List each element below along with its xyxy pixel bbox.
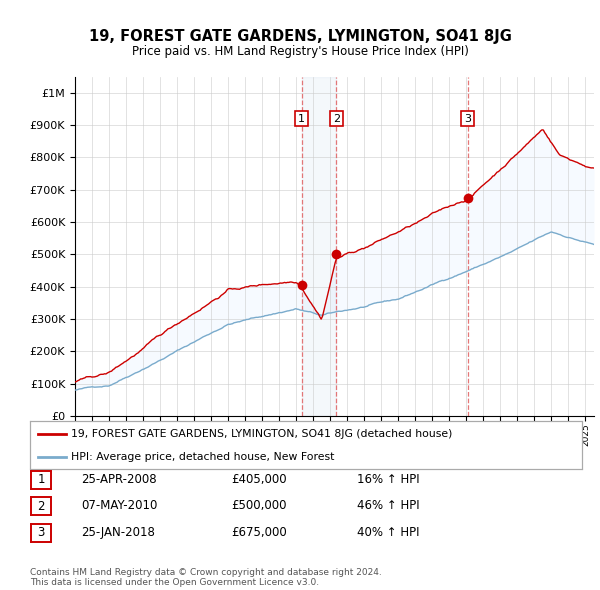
Text: 07-MAY-2010: 07-MAY-2010 bbox=[81, 499, 157, 512]
Text: 19, FOREST GATE GARDENS, LYMINGTON, SO41 8JG (detached house): 19, FOREST GATE GARDENS, LYMINGTON, SO41… bbox=[71, 429, 453, 439]
Text: HPI: Average price, detached house, New Forest: HPI: Average price, detached house, New … bbox=[71, 452, 335, 462]
Text: 16% ↑ HPI: 16% ↑ HPI bbox=[357, 473, 419, 486]
Text: Price paid vs. HM Land Registry's House Price Index (HPI): Price paid vs. HM Land Registry's House … bbox=[131, 45, 469, 58]
Text: 46% ↑ HPI: 46% ↑ HPI bbox=[357, 499, 419, 512]
Text: 3: 3 bbox=[37, 526, 45, 539]
Text: 19, FOREST GATE GARDENS, LYMINGTON, SO41 8JG: 19, FOREST GATE GARDENS, LYMINGTON, SO41… bbox=[89, 29, 511, 44]
Text: 2: 2 bbox=[332, 114, 340, 124]
Text: 40% ↑ HPI: 40% ↑ HPI bbox=[357, 526, 419, 539]
Text: 1: 1 bbox=[37, 473, 45, 486]
Text: 25-JAN-2018: 25-JAN-2018 bbox=[81, 526, 155, 539]
Text: 1: 1 bbox=[298, 114, 305, 124]
Text: £405,000: £405,000 bbox=[231, 473, 287, 486]
Bar bbox=[302, 77, 336, 416]
Text: £500,000: £500,000 bbox=[231, 499, 287, 512]
Text: This data is licensed under the Open Government Licence v3.0.: This data is licensed under the Open Gov… bbox=[30, 578, 319, 587]
Text: 25-APR-2008: 25-APR-2008 bbox=[81, 473, 157, 486]
Text: 2: 2 bbox=[37, 500, 45, 513]
Text: 3: 3 bbox=[464, 114, 471, 124]
Text: Contains HM Land Registry data © Crown copyright and database right 2024.: Contains HM Land Registry data © Crown c… bbox=[30, 568, 382, 577]
Text: £675,000: £675,000 bbox=[231, 526, 287, 539]
